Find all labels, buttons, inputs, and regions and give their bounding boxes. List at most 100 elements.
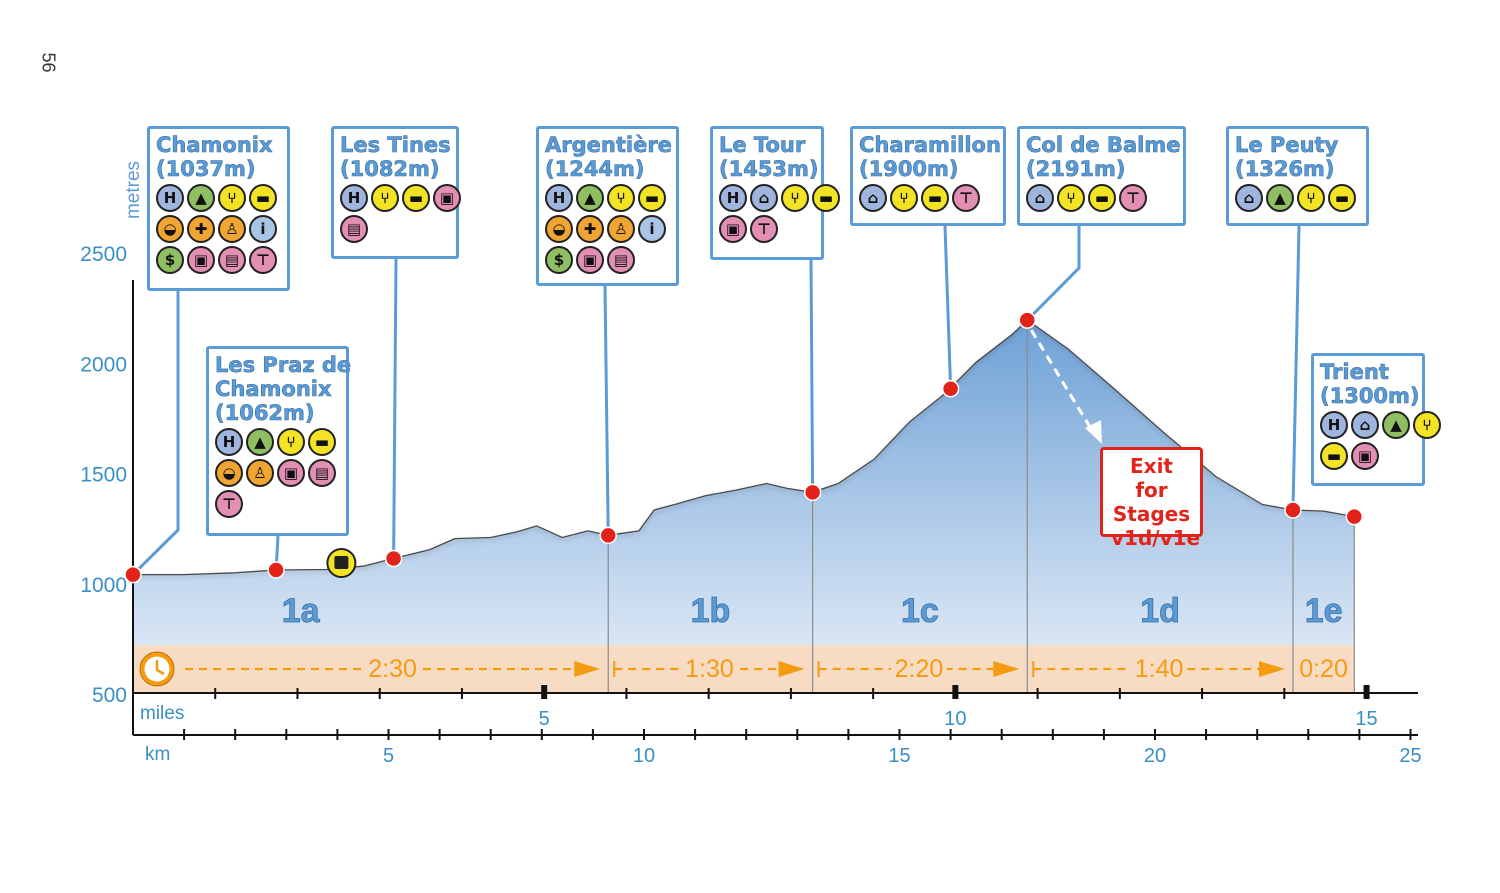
- cable-icon: ⊤: [952, 184, 980, 212]
- miles-axis-label: miles: [140, 703, 184, 724]
- H-icon: H: [545, 184, 573, 212]
- waypoint-name-argenti-re: Argentière: [545, 133, 673, 158]
- waypoint-altitude-chamonix: (1037m): [156, 157, 256, 182]
- H-icon: H: [215, 428, 243, 456]
- exit-line-1: Exit for: [1130, 454, 1173, 502]
- km-tick-label-20: 20: [1144, 745, 1166, 767]
- house-icon: ⌂: [1235, 184, 1263, 212]
- km-tick-label-25: 25: [1399, 745, 1421, 767]
- y-tick-label-1500: 1500: [80, 464, 127, 487]
- cup-icon: ▬: [921, 184, 949, 212]
- marker-les-tines: [384, 549, 403, 568]
- fork-icon: ⑂: [1057, 184, 1085, 212]
- marker-le-tour: [803, 483, 822, 502]
- info-icon: i: [249, 215, 277, 243]
- time-arrow-head-1a: [574, 661, 601, 677]
- cup-icon: ▬: [249, 184, 277, 212]
- marker-argenti-re: [599, 526, 617, 545]
- miles-tick-label-10: 10: [944, 708, 966, 730]
- y-tick-label-2000: 2000: [80, 353, 127, 376]
- profile-area: [133, 320, 1355, 693]
- miles-tick-label-5: 5: [539, 708, 550, 730]
- y-axis-label: metres: [123, 161, 144, 219]
- km-tick-label-10: 10: [633, 745, 655, 767]
- waypoint-name-col-de-balme: Col de Balme: [1026, 133, 1181, 158]
- stage-label-1a: 1a: [282, 592, 321, 630]
- cup-icon: ▬: [402, 184, 430, 212]
- bus-icon: ▣: [187, 246, 215, 274]
- km-tick-label-5: 5: [383, 745, 394, 767]
- fork-icon: ⑂: [218, 184, 246, 212]
- exit-arrow-head: [1085, 420, 1102, 444]
- time-label-bg-1b: [681, 655, 738, 683]
- waypoint-box-argenti-re: Argentière (1244m) H ▲ ⑂ ▬ ◒ ✚ ♙ i $ ▣ ▤: [536, 126, 679, 286]
- waypoint-name-charamillon: Charamillon: [859, 133, 1002, 158]
- waypoint-altitude-argenti-re: (1244m): [545, 157, 645, 182]
- connector-les-tines: [392, 258, 398, 559]
- waypoint-altitude-le-tour: (1453m): [719, 157, 819, 182]
- house-icon: ⌂: [1351, 411, 1379, 439]
- cross-icon: ✚: [576, 215, 604, 243]
- y-tick-label-500: 500: [92, 684, 127, 707]
- waypoint-name-trient: Trient: [1320, 360, 1389, 385]
- waypoint-name-les-tines: Les Tines: [340, 133, 451, 158]
- hiker-icon: ♙: [246, 459, 274, 487]
- house-icon: ⌂: [750, 184, 778, 212]
- y-tick-label-2500: 2500: [80, 243, 127, 266]
- connector-argenti-re: [603, 285, 610, 536]
- bus-icon: ▣: [1351, 442, 1379, 470]
- waypoint-name-le-peuty: Le Peuty: [1235, 133, 1339, 158]
- hiker-icon: ♙: [218, 215, 246, 243]
- train-icon: ▤: [607, 246, 635, 274]
- facility-icons-le-tour: H ⌂ ⑂ ▬ ▣ ⊤: [719, 184, 851, 243]
- H-icon: H: [719, 184, 747, 212]
- bus-icon: ▣: [433, 184, 461, 212]
- waypoint-box-les-tines: Les Tines (1082m) H ⑂ ▬ ▣ ▤: [331, 126, 461, 259]
- cup-icon: ▬: [812, 184, 840, 212]
- tent-icon: ▲: [1382, 411, 1410, 439]
- connector-col-de-balme: [1026, 226, 1081, 322]
- H-icon: H: [1320, 411, 1348, 439]
- time-label-1d: 1:40: [1135, 655, 1184, 683]
- marker-chamonix: [124, 565, 142, 584]
- waypoint-box-le-tour: Le Tour (1453m) H ⌂ ⑂ ▬ ▣ ⊤: [710, 126, 840, 260]
- time-label-1b: 1:30: [685, 655, 734, 683]
- time-arrow-head-1b: [778, 661, 805, 677]
- connector-le-peuty: [1291, 225, 1301, 511]
- exit-arrow-line: [1029, 329, 1095, 433]
- cafe-icon-cup: [334, 556, 349, 569]
- waypoint-altitude-les-praz-de-chamonix: (1062m): [215, 401, 315, 426]
- hiker-icon: ♙: [607, 215, 635, 243]
- bag-icon: ◒: [156, 215, 184, 243]
- bus-icon: ▣: [576, 246, 604, 274]
- facility-icons-le-peuty: ⌂ ▲ ⑂ ▬: [1235, 184, 1367, 212]
- cable-icon: ⊤: [249, 246, 277, 274]
- bag-icon: ◒: [545, 215, 573, 243]
- time-label-bg-1d: [1131, 655, 1188, 683]
- miles-tick-label-15: 15: [1355, 708, 1377, 730]
- marker-trient: [1345, 507, 1364, 526]
- waypoint-name-les-praz-de-chamonix-1: Chamonix: [215, 377, 332, 402]
- train-icon: ▤: [218, 246, 246, 274]
- stage-label-1e: 1e: [1305, 592, 1343, 630]
- info-icon: i: [638, 215, 666, 243]
- H-icon: H: [156, 184, 184, 212]
- dollar-icon: $: [545, 246, 573, 274]
- facility-icons-argenti-re: H ▲ ⑂ ▬ ◒ ✚ ♙ i $ ▣ ▤: [545, 184, 677, 274]
- y-tick-label-1000: 1000: [80, 574, 127, 597]
- cup-icon: ▬: [1320, 442, 1348, 470]
- exit-line-3: v1d/v1e: [1111, 526, 1201, 550]
- fork-icon: ⑂: [890, 184, 918, 212]
- time-label-1c: 2:20: [895, 655, 944, 683]
- exit-line-2: Stages: [1112, 502, 1191, 526]
- tent-icon: ▲: [576, 184, 604, 212]
- connector-charamillon: [943, 225, 953, 389]
- marker-col-de-balme: [1018, 311, 1036, 329]
- time-label-bg-1c: [890, 655, 947, 683]
- cup-icon: ▬: [1088, 184, 1116, 212]
- connector-chamonix: [131, 291, 180, 576]
- waypoint-altitude-le-peuty: (1326m): [1235, 157, 1335, 182]
- exit-annotation: Exit for Stages v1d/v1e: [1100, 447, 1203, 550]
- tent-icon: ▲: [1266, 184, 1294, 212]
- house-icon: ⌂: [859, 184, 887, 212]
